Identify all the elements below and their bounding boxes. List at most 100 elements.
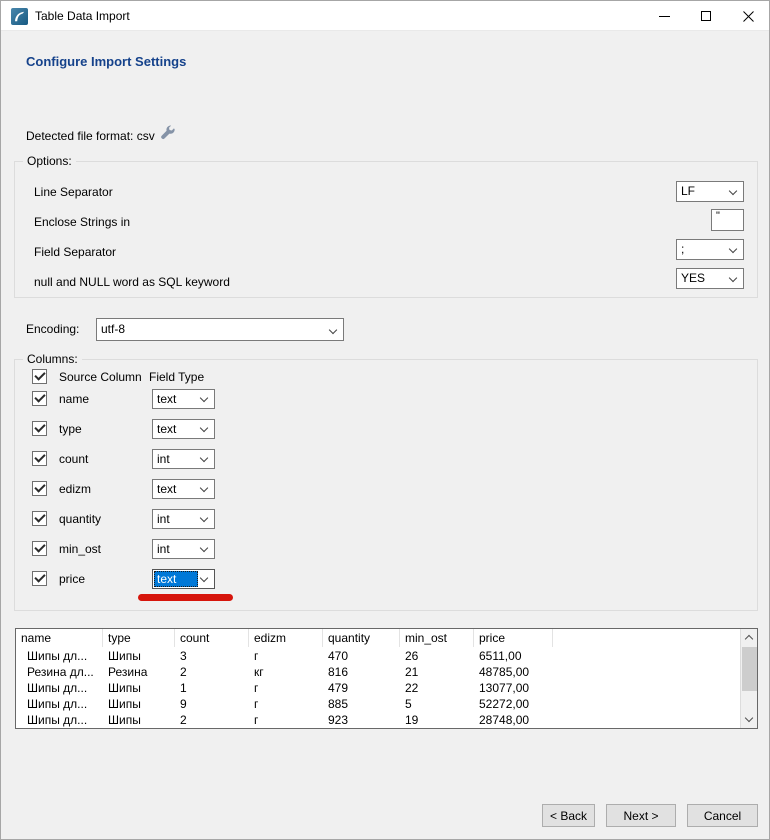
options-group: Options: Line Separator LF Enclose Strin… xyxy=(14,154,758,298)
chevron-down-icon xyxy=(728,244,738,254)
column-header[interactable]: quantity xyxy=(323,629,400,647)
preview-table-header: name type count edizm quantity min_ost price xyxy=(16,629,740,647)
chevron-down-icon xyxy=(728,186,738,196)
table-cell: Резина дл... xyxy=(27,665,94,679)
source-column-name: edizm xyxy=(59,482,92,496)
column-header[interactable]: min_ost xyxy=(400,629,474,647)
enclose-strings-input[interactable]: " xyxy=(711,209,744,231)
arrow-down-icon xyxy=(744,713,754,723)
table-cell: 19 xyxy=(405,713,419,727)
field-separator-label: Field Separator xyxy=(34,245,117,259)
minimize-button[interactable] xyxy=(643,1,685,31)
column-checkbox[interactable] xyxy=(32,541,47,556)
column-header[interactable]: name xyxy=(16,629,103,647)
table-cell: 5 xyxy=(405,697,412,711)
null-keyword-select[interactable]: YES xyxy=(676,268,744,289)
page-title: Configure Import Settings xyxy=(26,54,187,69)
column-checkbox[interactable] xyxy=(32,421,47,436)
chevron-down-icon xyxy=(328,325,338,335)
table-cell: г xyxy=(254,713,259,727)
chevron-down-icon xyxy=(199,513,209,523)
source-column-name: count xyxy=(59,452,89,466)
column-checkbox[interactable] xyxy=(32,511,47,526)
column-header[interactable]: price xyxy=(474,629,553,647)
annotation-red-underline xyxy=(138,594,233,601)
table-row[interactable]: Шипы дл... Шипы 3 г 470 26 6511,00 xyxy=(16,648,740,664)
vertical-scrollbar[interactable] xyxy=(740,629,757,728)
table-cell: 885 xyxy=(328,697,349,711)
table-cell: Шипы дл... xyxy=(27,697,88,711)
null-keyword-label: null and NULL word as SQL keyword xyxy=(34,275,230,289)
column-checkbox[interactable] xyxy=(32,481,47,496)
field-type-select[interactable]: int xyxy=(152,509,215,529)
mysql-workbench-icon xyxy=(11,8,28,25)
table-row[interactable]: Шипы дл... Шипы 2 г 923 19 28748,00 xyxy=(16,712,740,728)
field-type-select[interactable]: text xyxy=(152,569,215,589)
table-cell: 26 xyxy=(405,649,419,663)
table-cell: г xyxy=(254,697,259,711)
cancel-button[interactable]: Cancel xyxy=(687,804,758,827)
table-cell: 479 xyxy=(328,681,349,695)
enclose-strings-label: Enclose Strings in xyxy=(34,215,131,229)
select-all-columns-checkbox[interactable] xyxy=(32,369,47,384)
scroll-down-button[interactable] xyxy=(741,711,757,728)
next-button[interactable]: Next > xyxy=(606,804,676,827)
table-row[interactable]: Шипы дл... Шипы 1 г 479 22 13077,00 xyxy=(16,680,740,696)
table-cell: 52272,00 xyxy=(479,697,530,711)
options-legend: Options: xyxy=(23,154,76,168)
column-checkbox[interactable] xyxy=(32,571,47,586)
source-column-name: name xyxy=(59,392,90,406)
table-row[interactable]: Шипы дл... Шипы 9 г 885 5 52272,00 xyxy=(16,696,740,712)
chevron-down-icon xyxy=(199,393,209,403)
table-cell: 2 xyxy=(180,713,187,727)
source-column-name: type xyxy=(59,422,82,436)
columns-legend: Columns: xyxy=(23,352,82,366)
column-checkbox[interactable] xyxy=(32,451,47,466)
column-header[interactable]: edizm xyxy=(249,629,323,647)
line-separator-label: Line Separator xyxy=(34,185,113,199)
table-row[interactable]: Резина дл... Резина 2 кг 816 21 48785,00 xyxy=(16,664,740,680)
columns-group: Columns: Source Column Field Type name te… xyxy=(14,352,758,611)
table-cell: 6511,00 xyxy=(479,649,522,663)
source-column-name: quantity xyxy=(59,512,102,526)
encoding-label: Encoding: xyxy=(26,322,80,336)
table-cell: г xyxy=(254,649,259,663)
table-cell: 9 xyxy=(180,697,187,711)
table-cell: 22 xyxy=(405,681,419,695)
wrench-icon[interactable] xyxy=(159,124,176,141)
column-header[interactable]: type xyxy=(103,629,175,647)
chevron-down-icon xyxy=(199,573,209,583)
field-type-header: Field Type xyxy=(149,370,205,384)
table-cell: 1 xyxy=(180,681,187,695)
close-icon xyxy=(742,10,754,22)
line-separator-select[interactable]: LF xyxy=(676,181,744,202)
back-button[interactable]: < Back xyxy=(542,804,595,827)
minimize-icon xyxy=(658,15,670,17)
titlebar: Table Data Import xyxy=(1,1,769,31)
maximize-icon xyxy=(701,11,711,21)
detected-format-label: Detected file format: csv xyxy=(26,129,155,143)
scroll-up-button[interactable] xyxy=(741,629,757,646)
field-type-select[interactable]: text xyxy=(152,419,215,439)
field-type-select[interactable]: text xyxy=(152,479,215,499)
column-header[interactable]: count xyxy=(175,629,249,647)
scrollbar-thumb[interactable] xyxy=(742,647,757,691)
table-cell: Резина xyxy=(108,665,148,679)
source-column-name: min_ost xyxy=(59,542,102,556)
field-type-select[interactable]: int xyxy=(152,539,215,559)
chevron-down-icon xyxy=(199,543,209,553)
column-checkbox[interactable] xyxy=(32,391,47,406)
field-separator-select[interactable]: ; xyxy=(676,239,744,260)
close-button[interactable] xyxy=(727,1,769,31)
table-cell: кг xyxy=(254,665,264,679)
maximize-button[interactable] xyxy=(685,1,727,31)
arrow-up-icon xyxy=(744,634,754,644)
table-cell: 2 xyxy=(180,665,187,679)
table-cell: Шипы xyxy=(108,713,141,727)
table-cell: 470 xyxy=(328,649,349,663)
encoding-select[interactable]: utf-8 xyxy=(96,318,344,341)
field-type-select[interactable]: int xyxy=(152,449,215,469)
table-cell: 816 xyxy=(328,665,349,679)
field-type-select[interactable]: text xyxy=(152,389,215,409)
source-column-name: price xyxy=(59,572,86,586)
